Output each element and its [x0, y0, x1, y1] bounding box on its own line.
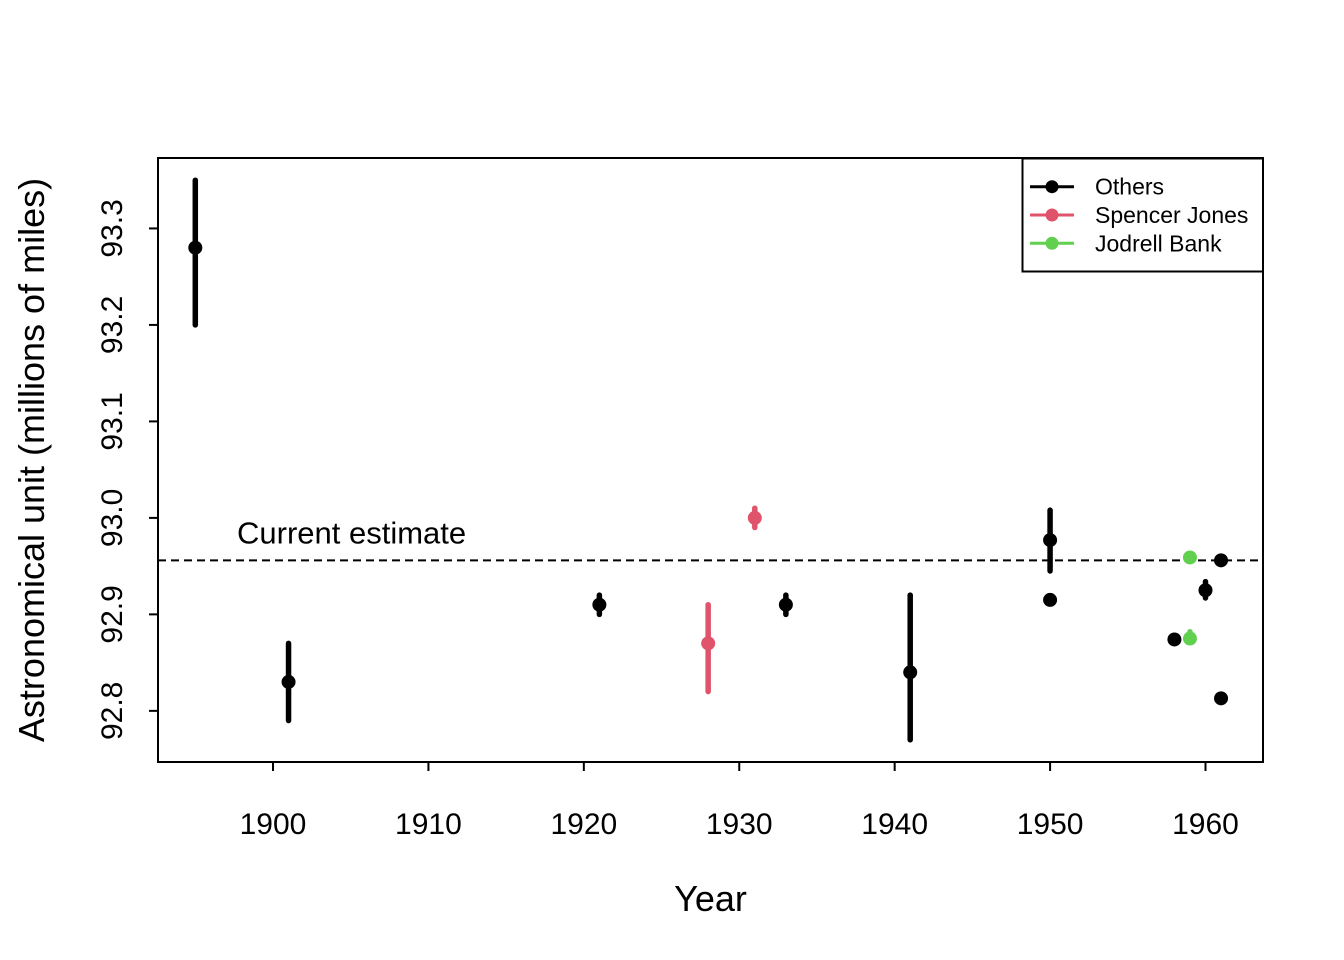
y-axis-title: Astronomical unit (millions of miles) [11, 178, 52, 742]
x-tick-label: 1900 [240, 808, 307, 841]
x-tick-label: 1930 [706, 808, 773, 841]
y-tick-label: 92.9 [96, 585, 129, 643]
data-point [281, 674, 296, 689]
x-tick-label: 1950 [1017, 808, 1084, 841]
legend-label: Jodrell Bank [1095, 230, 1222, 256]
data-point [1214, 553, 1229, 568]
data-point [1182, 550, 1197, 565]
data-point [1182, 631, 1197, 646]
x-tick-label: 1920 [550, 808, 617, 841]
data-point [1167, 632, 1182, 647]
x-tick-label: 1940 [861, 808, 928, 841]
plot-border [157, 157, 1264, 763]
y-tick-label: 93.2 [96, 296, 129, 354]
legend-point-sample [1045, 208, 1059, 222]
data-point [188, 240, 203, 255]
data-point [1043, 592, 1058, 607]
data-point [1043, 533, 1058, 548]
y-tick-label: 93.3 [96, 199, 129, 257]
data-point [778, 597, 793, 612]
data-point [747, 510, 762, 525]
legend-point-sample [1045, 180, 1059, 194]
data-point [592, 597, 607, 612]
x-axis-title: Year [674, 878, 747, 919]
data-point [1198, 583, 1213, 598]
y-tick-label: 93.1 [96, 392, 129, 450]
legend-label: Others [1095, 174, 1164, 200]
data-point [903, 665, 918, 680]
legend-point-sample [1045, 236, 1059, 250]
y-tick-label: 92.8 [96, 682, 129, 740]
y-tick-label: 93.0 [96, 489, 129, 547]
legend-label: Spencer Jones [1095, 202, 1248, 228]
reference-line-label: Current estimate [237, 515, 466, 550]
x-tick-label: 1910 [395, 808, 462, 841]
x-tick-label: 1960 [1172, 808, 1239, 841]
data-point [1214, 691, 1229, 706]
data-point [701, 636, 716, 651]
